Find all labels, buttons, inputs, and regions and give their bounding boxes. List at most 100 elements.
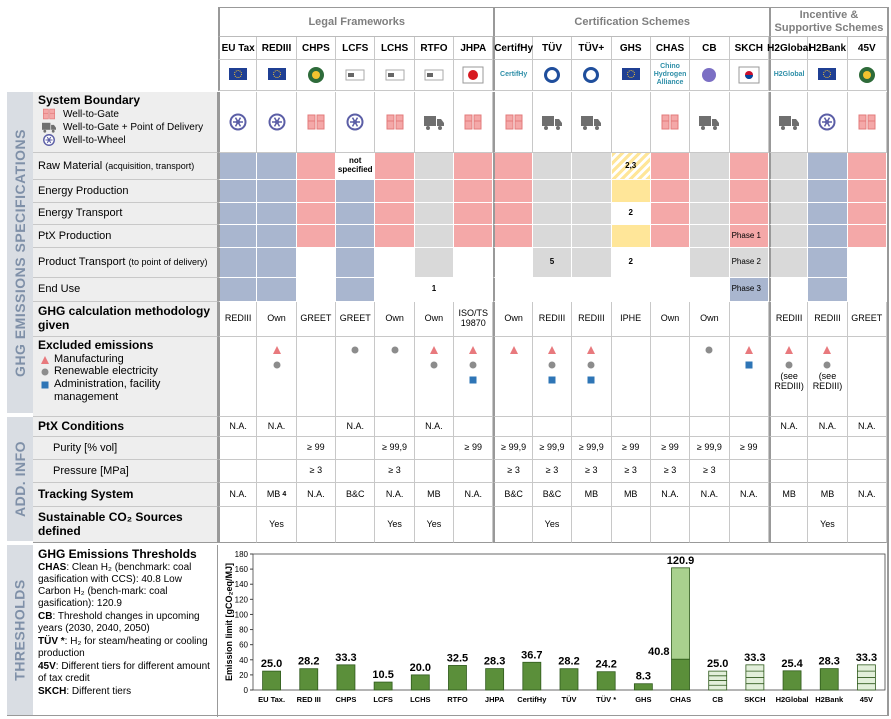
table-cell [375,278,415,302]
y-tick-label: 180 [235,550,249,559]
x-tick-label: CHPS [336,695,357,704]
icon [268,113,286,131]
table-cell: ≥ 99,9 [690,437,730,460]
value-label: 25.0 [261,658,282,670]
row-label: PtX Production [33,225,218,248]
table-cell [414,248,455,278]
icon [705,346,713,354]
table-cell: MB [768,483,809,507]
column-header: H2Global [767,37,811,60]
cell-text: MB [782,488,796,499]
x-tick-label: RTFO [447,695,468,704]
row-label-text: Energy Production [38,185,129,198]
table-cell [611,278,651,302]
table-cell: ≥ 99 [296,437,337,460]
marker [705,346,713,354]
logo-text: Chino Hydrogen Alliance [653,63,687,86]
table-cell: ≥ 99 [650,437,691,460]
icon-shape [867,114,876,130]
table-cell [218,278,258,302]
logo-cell [414,60,455,91]
table-cell [296,248,337,278]
table-cell: MB [808,483,848,507]
table-cell [454,278,494,302]
table-cell [808,437,848,460]
table-cell: Own [375,302,415,337]
table-cell [690,337,730,417]
value-label: 33.3 [744,652,765,664]
icon [424,69,444,81]
table-cell: 2 [611,248,651,278]
row-label-main: Product Transport [38,256,126,269]
table-cell [257,153,297,180]
table-cell: N.A. [257,417,297,437]
table-cell [218,248,258,278]
icon [744,346,753,354]
icon [621,68,640,80]
legend-entry: Well-to-Gate [38,108,212,121]
icon [785,346,794,354]
icon-shape [473,114,482,130]
table-cell: Own [493,302,533,337]
icon [738,66,760,84]
table-cell: MB 4 [257,483,297,507]
cell-text: N.A. [229,488,247,499]
icon-shape [595,126,600,130]
table-cell [729,203,769,225]
thresholds-text: GHG Emissions Thresholds CHAS: Clean H₂ (… [33,545,218,717]
table-cell [768,225,809,248]
logo-shape [626,70,635,78]
table-cell [729,417,769,437]
row-label-text: PtX Production [38,230,111,243]
table-cell [611,417,651,437]
row-label-text: Product Transport (to point of delivery) [38,256,208,269]
icon [858,67,875,83]
icon [462,66,484,84]
logo-cell [532,60,573,91]
cell-text: N.A. [385,488,404,499]
table-cell [218,225,258,248]
logo-cell: H2Global [768,60,809,91]
column-header: RTFO [414,37,455,60]
marker [272,346,281,354]
marker [744,346,753,354]
table-cell [336,278,376,302]
section-label: GHG EMISSIONS SPECIFICATIONS [7,92,33,415]
icon-shape [661,114,670,130]
table-cell [296,153,337,180]
table-cell [257,180,297,203]
y-tick-label: 40 [239,656,248,665]
table-cell: GREET [336,302,376,337]
section-label-text: ADD. INFO [12,440,28,518]
bar [262,670,281,691]
icon [41,381,49,389]
logo-shape [272,70,281,78]
icon [661,114,679,130]
bottom-rule [7,715,889,716]
table-cell [808,248,848,278]
table-cell [572,153,612,180]
icon [548,376,556,384]
row-label: GHG calculation methodology given [33,302,218,337]
row-label-main: Pressure [MPa] [53,464,129,477]
table-cell [296,278,337,302]
table-cell [336,203,376,225]
icon [779,116,800,130]
table-cell: ≥ 3 [572,460,612,483]
table-cell [454,337,494,417]
bar [782,670,802,691]
icon [385,69,405,81]
table-cell [218,92,258,153]
group-header: Legal Frameworks [218,7,494,37]
icon [430,361,438,369]
icon-shape [713,126,718,130]
table-cell [257,337,297,417]
x-tick-label: CB [712,695,723,704]
value-label: 28.2 [298,656,319,668]
row-label-main: Raw Material [38,159,103,172]
threshold-entry: 45V: Different tiers for different amoun… [38,661,212,685]
table-cell [296,180,337,203]
table-cell: Own [690,302,730,337]
icon-shape [386,114,395,130]
table-cell [572,417,612,437]
